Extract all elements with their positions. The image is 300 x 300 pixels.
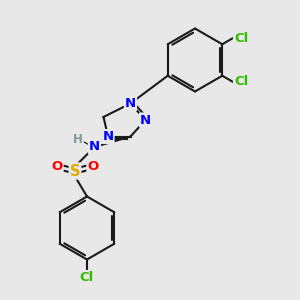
Text: Cl: Cl (80, 271, 94, 284)
Text: N: N (125, 97, 136, 110)
Text: N: N (89, 140, 100, 154)
Text: Cl: Cl (234, 32, 248, 45)
Text: S: S (70, 164, 80, 178)
Text: H: H (73, 133, 83, 146)
Text: Cl: Cl (234, 75, 248, 88)
Text: O: O (87, 160, 99, 173)
Text: O: O (51, 160, 63, 173)
Text: N: N (140, 113, 151, 127)
Text: N: N (102, 130, 114, 143)
